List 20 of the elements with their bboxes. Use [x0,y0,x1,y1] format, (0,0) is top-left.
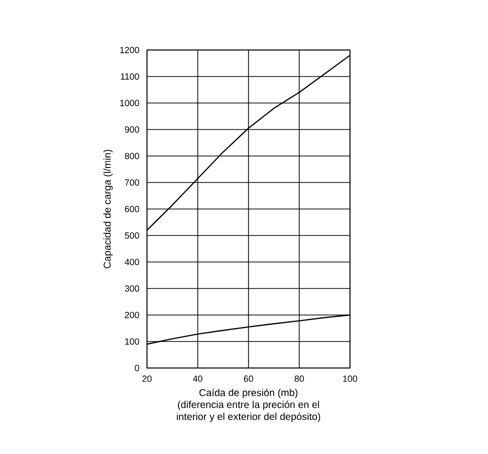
y-tick-label: 400 [124,258,140,266]
y-tick-label: 200 [124,312,140,318]
y-tick-label: 100 [125,338,140,345]
x-tick-label: 80 [294,376,304,382]
y-tick-label: 0 [134,364,140,372]
y-axis-title: Capacidad de carga (l/min) [103,150,113,268]
y-tick-label: 500 [124,232,140,239]
y-tick-label: 900 [124,126,140,133]
x-tick-label: 40 [192,376,202,382]
x-tick-label: 20 [142,376,152,382]
x-axis-title: Caída de presión (mb) (diferencia entre la preción en el interior y el exterior del depósito) [176,388,320,422]
y-tick-label: 1100 [120,73,140,80]
y-tick-label: 1000 [120,100,140,106]
x-tick-label: 100 [343,376,358,382]
y-tick-label: 1200 [120,46,140,54]
x-tick-label: 60 [244,376,254,382]
y-tick-label: 600 [124,206,140,212]
y-tick-label: 800 [124,152,140,160]
y-tick-label: 700 [124,179,140,186]
y-tick-label: 300 [124,285,140,292]
